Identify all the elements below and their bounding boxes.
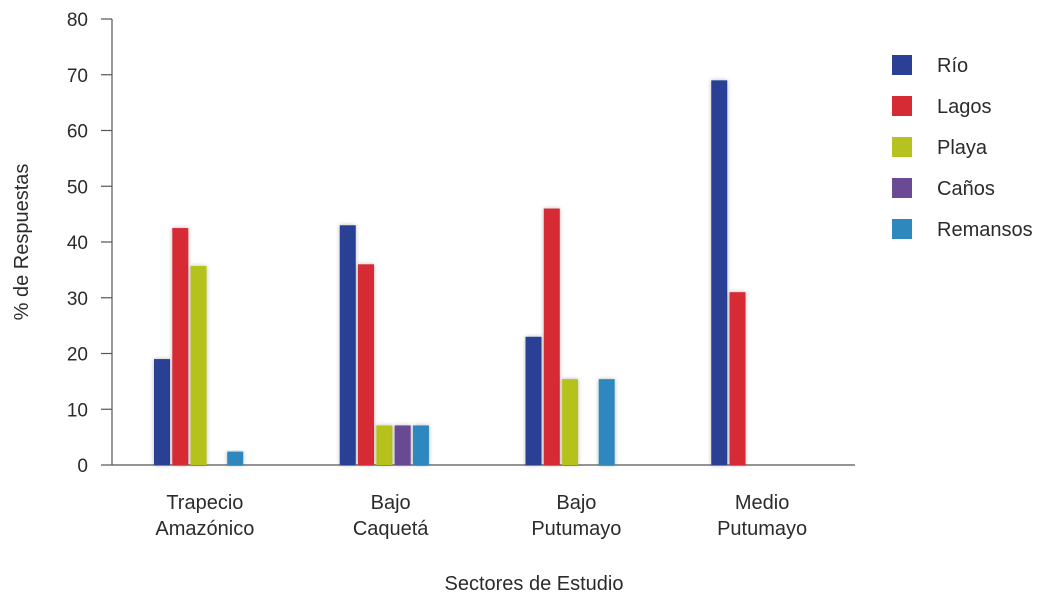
bar-caños xyxy=(394,425,411,465)
y-tick-label: 20 xyxy=(67,345,88,366)
legend-label: Lagos xyxy=(937,96,992,118)
y-tick-label: 80 xyxy=(67,10,88,31)
x-tick-label-line: Bajo xyxy=(556,492,596,514)
bar-lagos xyxy=(543,208,560,466)
y-tick-label: 40 xyxy=(67,233,88,254)
legend-swatch xyxy=(892,137,912,157)
legend-swatch xyxy=(892,219,912,239)
bar-lagos xyxy=(729,292,746,465)
x-tick-label-line: Trapecio xyxy=(166,492,243,514)
bars xyxy=(154,80,746,466)
x-tick-label-line: Caquetá xyxy=(353,518,429,540)
x-tick-label: Medio Putumayo xyxy=(717,492,807,540)
bar-remansos xyxy=(227,451,244,465)
x-axis-title: Sectores de Estudio xyxy=(445,573,624,594)
y-tick-label: 10 xyxy=(67,400,88,421)
bar-playa xyxy=(376,425,393,465)
legend-swatch xyxy=(892,96,912,116)
x-tick-label-line: Amazónico xyxy=(155,518,254,540)
y-tick-label: 30 xyxy=(67,289,88,310)
x-tick-label: Trapecio Amazónico xyxy=(155,492,254,540)
legend-label: Playa xyxy=(937,137,988,159)
legend: Río Lagos Playa Caños Remansos xyxy=(892,55,1033,241)
y-axis-title: % de Respuestas xyxy=(11,164,33,321)
y-tick-label: 60 xyxy=(67,122,88,143)
bar-lagos xyxy=(172,228,189,465)
bar-remansos xyxy=(598,379,615,465)
x-tick-label-line: Putumayo xyxy=(531,518,621,540)
legend-swatch xyxy=(892,178,912,198)
x-tick-label: Bajo Putumayo xyxy=(531,492,621,540)
x-tick-label-line: Putumayo xyxy=(717,518,807,540)
bar-río xyxy=(154,359,170,465)
legend-swatch xyxy=(892,55,912,75)
y-tick-label: 0 xyxy=(77,456,88,477)
y-tick-label: 50 xyxy=(67,177,88,198)
y-axis: 0 10 20 30 40 50 60 70 80 xyxy=(67,10,113,477)
x-axis: Trapecio Amazónico Bajo Caquetá Bajo Putumayo… xyxy=(112,464,855,540)
legend-label: Río xyxy=(937,55,968,77)
y-tick-label: 70 xyxy=(67,66,88,87)
bar-río xyxy=(339,225,356,465)
bar-playa xyxy=(190,265,207,465)
bar-lagos xyxy=(358,264,375,465)
legend-label: Caños xyxy=(937,178,995,200)
bar-río xyxy=(525,336,542,465)
x-tick-label-line: Medio xyxy=(735,492,789,514)
x-tick-label-line: Bajo xyxy=(371,492,411,514)
legend-label: Remansos xyxy=(937,219,1033,241)
x-tick-label: Bajo Caquetá xyxy=(353,492,429,540)
bar-playa xyxy=(562,379,579,465)
bar-río xyxy=(711,80,728,465)
bar-remansos xyxy=(412,425,429,465)
